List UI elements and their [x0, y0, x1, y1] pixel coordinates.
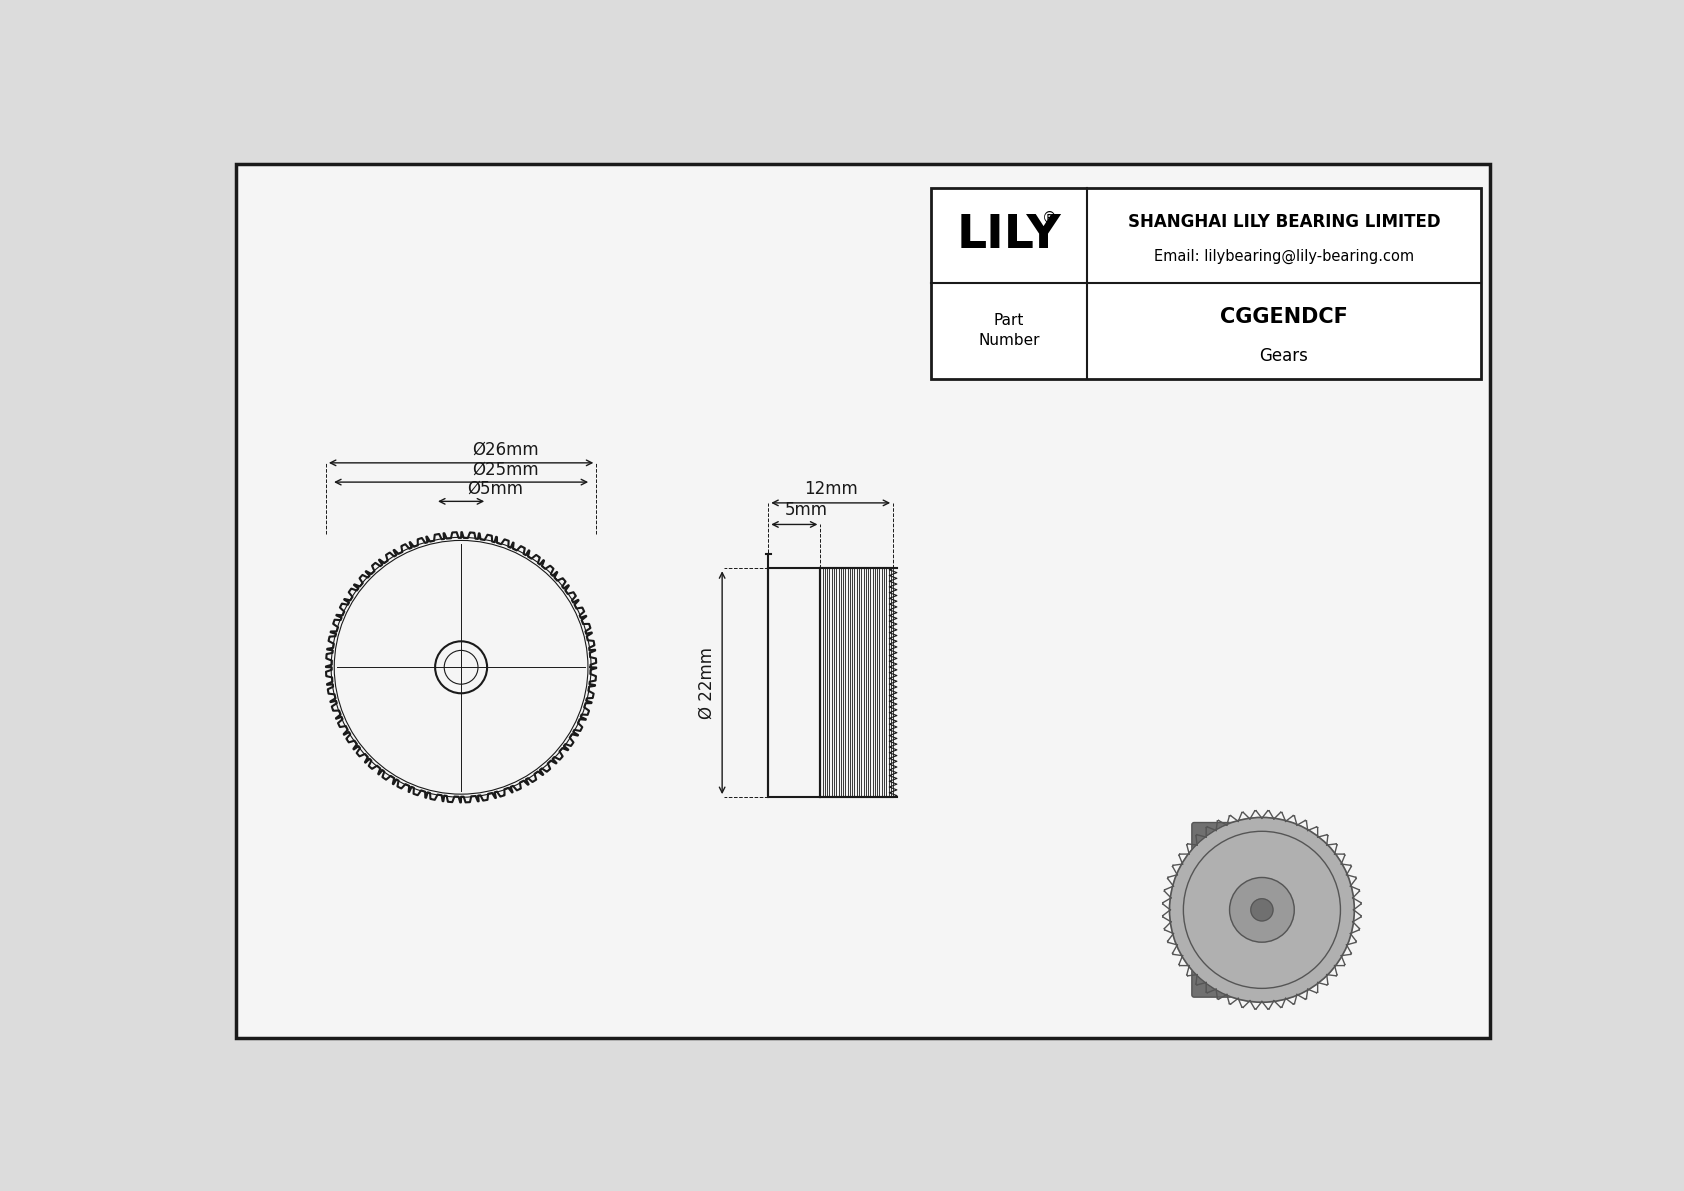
Bar: [931, 187, 1480, 379]
Text: 12mm: 12mm: [803, 480, 857, 498]
Text: Ø25mm: Ø25mm: [473, 460, 539, 479]
Text: Ø26mm: Ø26mm: [473, 441, 539, 459]
Text: LILY: LILY: [957, 213, 1061, 257]
Text: Ø 22mm: Ø 22mm: [697, 647, 716, 718]
Circle shape: [1169, 817, 1354, 1003]
Text: Email: lilybearing@lily-bearing.com: Email: lilybearing@lily-bearing.com: [1154, 249, 1415, 264]
Text: SHANGHAI LILY BEARING LIMITED: SHANGHAI LILY BEARING LIMITED: [1128, 213, 1440, 231]
Text: 5mm: 5mm: [785, 501, 827, 519]
Circle shape: [1251, 899, 1273, 921]
Text: Ø5mm: Ø5mm: [466, 480, 524, 498]
Text: Gears: Gears: [1260, 347, 1308, 364]
Bar: [768, 568, 820, 797]
Circle shape: [1229, 878, 1295, 942]
Text: ®: ®: [1042, 211, 1058, 226]
FancyBboxPatch shape: [1192, 823, 1265, 997]
Text: Part
Number: Part Number: [978, 313, 1041, 348]
Text: CGGENDCF: CGGENDCF: [1221, 307, 1347, 328]
